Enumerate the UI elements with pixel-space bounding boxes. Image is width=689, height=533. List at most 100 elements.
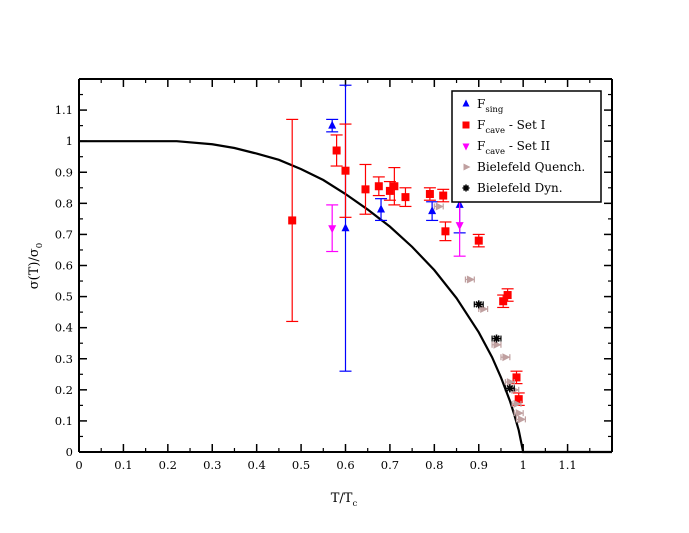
legend-marker: [463, 163, 471, 171]
star-stroke: [475, 300, 483, 308]
x-tick-label: 0.1: [114, 458, 132, 472]
x-tick-label: 0: [75, 458, 82, 472]
data-point: [455, 222, 464, 231]
y-tick-label: 0.2: [55, 383, 73, 397]
x-tick-label: 0.9: [470, 458, 488, 472]
y-ticks: 0 0.1 0.2 0.3 0.4 0.5 0.6 0.7 0.8 0.9 1 1.1: [55, 93, 612, 459]
series-f-cave-set-i: [286, 118, 525, 406]
fit-curve-line: [79, 140, 612, 454]
star-stroke: [462, 184, 470, 192]
data-point: [341, 166, 350, 175]
legend-marker: [462, 143, 470, 151]
x-axis-label-sub: c: [352, 499, 357, 509]
legend-entry-main: F: [477, 97, 485, 111]
y-tick-label: 0.7: [55, 227, 73, 241]
legend-marker: [462, 184, 470, 192]
legend-entry: Bielefeld Dyn.: [477, 181, 563, 195]
data-point: [502, 353, 511, 362]
x-axis-label: T/Tc: [331, 491, 358, 509]
legend-entry-main: Bielefeld Dyn.: [477, 181, 563, 195]
x-tick-label: 0.5: [292, 458, 310, 472]
series-f-cave-set-ii: [326, 193, 466, 257]
x-tick-label: 0.7: [381, 458, 399, 472]
x-tick-label: 1: [520, 458, 527, 472]
data-point: [401, 193, 410, 202]
data-point: [474, 300, 483, 309]
x-tick-label: 0.2: [159, 458, 177, 472]
x-tick-label: 0.3: [203, 458, 221, 472]
legend-marker: [462, 121, 470, 129]
series-layer: [286, 84, 526, 424]
y-axis-label-main: σ(T)/σ: [27, 248, 42, 289]
y-axis-label: σ(T)/σ0: [27, 243, 45, 289]
data-point: [374, 182, 383, 191]
x-tick-label: 0.8: [425, 458, 443, 472]
data-point: [513, 399, 522, 408]
data-point: [385, 186, 394, 195]
data-point: [474, 236, 483, 245]
data-point: [506, 378, 515, 387]
legend-box: [451, 90, 602, 203]
data-point: [377, 204, 386, 213]
x-tick-label: 0.6: [336, 458, 354, 472]
legend-marker: [462, 99, 470, 107]
data-point: [492, 334, 501, 343]
data-point: [493, 340, 502, 349]
legend-entry-rest: - Set I: [505, 118, 546, 132]
y-tick-label: 0.5: [55, 290, 73, 304]
series-bielefeld-dyn-: [473, 300, 515, 393]
star-stroke: [493, 335, 500, 342]
legend-entry-sub: cave: [485, 147, 505, 157]
legend-entry-main: F: [477, 118, 485, 132]
x-ticks: 0 0.1 0.2 0.3 0.4 0.5 0.6 0.7 0.8 0.9 1 1.1: [75, 79, 591, 472]
y-tick-label: 0.4: [55, 321, 73, 335]
data-point: [288, 216, 297, 225]
x-axis-label-main: T/T: [331, 491, 353, 506]
data-point: [515, 409, 524, 418]
series-f-sing: [326, 84, 466, 372]
data-point: [517, 415, 526, 424]
y-axis-label-sub: 0: [35, 243, 45, 248]
data-point: [390, 182, 399, 191]
data-point: [428, 206, 437, 215]
legend-entry-main: F: [477, 139, 485, 153]
x-tick-label: 1.1: [558, 458, 576, 472]
y-tick-label: 0.8: [55, 196, 73, 210]
legend-entry: Bielefeld Quench.: [477, 160, 585, 174]
legend-entry-sub: cave: [485, 126, 505, 136]
y-tick-label: 0.6: [55, 259, 73, 273]
legend-entry: Fcave - Set I: [477, 118, 546, 136]
star-stroke: [506, 384, 514, 392]
data-point: [480, 305, 489, 314]
data-point: [328, 225, 337, 234]
y-tick-label: 0: [66, 445, 73, 459]
data-point: [439, 191, 448, 200]
data-point: [435, 202, 444, 211]
y-tick-label: 0.9: [55, 165, 73, 179]
data-point: [505, 384, 514, 393]
data-point: [503, 291, 512, 300]
y-tick-label: 1: [66, 134, 73, 148]
legend-entry: Fsing: [477, 97, 504, 115]
x-tick-label: 0.4: [248, 458, 266, 472]
data-point: [466, 275, 475, 284]
legend-entry-rest: - Set II: [505, 139, 550, 153]
legend-entry: Fcave - Set II: [477, 139, 550, 157]
data-point: [332, 146, 341, 155]
legend-entry-sub: sing: [485, 105, 504, 115]
y-tick-label: 0.3: [55, 352, 73, 366]
data-point: [341, 223, 350, 232]
data-point: [441, 227, 450, 236]
data-point: [328, 120, 337, 129]
y-tick-label: 1.1: [55, 103, 73, 117]
data-point: [512, 373, 521, 382]
data-point: [361, 185, 370, 194]
y-tick-label: 0.1: [55, 414, 73, 428]
data-point: [514, 395, 523, 404]
data-point: [425, 190, 434, 199]
legend-entry-main: Bielefeld Quench.: [477, 160, 585, 174]
